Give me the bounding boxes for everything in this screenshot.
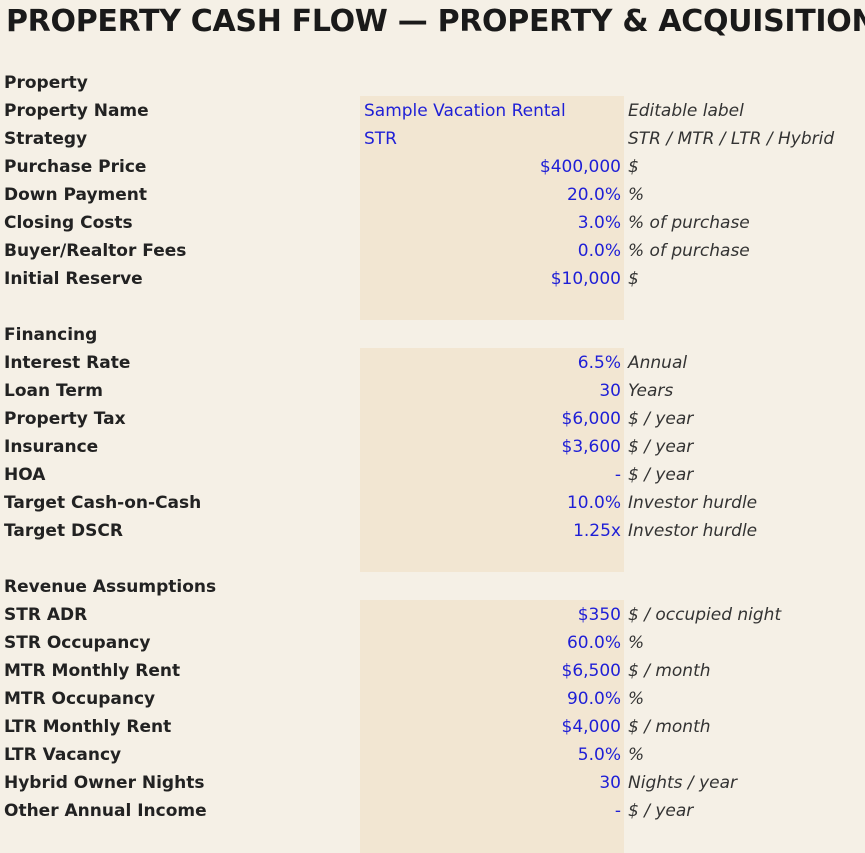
property-input-band [360,96,624,320]
row-label: Strategy [4,129,88,149]
target-cash-on-cash-input[interactable]: 10.0% [566,493,621,513]
row-note: $ / year [628,801,694,821]
row-note: Editable label [628,101,744,121]
row-note: % [628,185,645,205]
section-header-revenue: Revenue Assumptions [0,573,865,601]
buyer-realtor-fees-input[interactable]: 0.0% [577,241,621,261]
revenue-input-band [360,600,624,853]
row-label: LTR Monthly Rent [4,717,172,737]
row-label: Target DSCR [4,521,123,541]
row-target-dscr: Target DSCR 1.25x Investor hurdle [0,517,865,545]
row-other-annual-income: Other Annual Income - $ / year [0,797,865,825]
row-label: Property Tax [4,409,126,429]
row-label: Loan Term [4,381,103,401]
financing-input-band [360,348,624,572]
row-note: $ / month [628,661,711,681]
purchase-price-input[interactable]: $400,000 [539,157,621,177]
row-note: Annual [628,353,688,373]
ltr-monthly-rent-input[interactable]: $4,000 [561,717,621,737]
insurance-input[interactable]: $3,600 [561,437,621,457]
row-closing-costs: Closing Costs 3.0% % of purchase [0,209,865,237]
row-note: % [628,745,645,765]
row-label: Closing Costs [4,213,133,233]
row-mtr-monthly-rent: MTR Monthly Rent $6,500 $ / month [0,657,865,685]
row-str-adr: STR ADR $350 $ / occupied night [0,601,865,629]
row-down-payment: Down Payment 20.0% % [0,181,865,209]
row-label: Down Payment [4,185,148,205]
row-label: Insurance [4,437,99,457]
row-note: Years [628,381,674,401]
row-loan-term: Loan Term 30 Years [0,377,865,405]
row-note: $ / year [628,465,694,485]
row-note: $ / occupied night [628,605,782,625]
property-name-input[interactable]: Sample Vacation Rental [364,101,566,121]
row-target-cash-on-cash: Target Cash-on-Cash 10.0% Investor hurdl… [0,489,865,517]
ltr-vacancy-input[interactable]: 5.0% [577,745,621,765]
row-note: $ / year [628,409,694,429]
row-note: % [628,689,645,709]
row-note: Investor hurdle [628,493,758,513]
row-label: STR ADR [4,605,88,625]
hoa-input[interactable]: - [614,465,621,485]
strategy-input[interactable]: STR [364,129,397,149]
row-insurance: Insurance $3,600 $ / year [0,433,865,461]
row-ltr-vacancy: LTR Vacancy 5.0% % [0,741,865,769]
row-label: Interest Rate [4,353,131,373]
other-annual-income-input[interactable]: - [614,801,621,821]
row-label: Initial Reserve [4,269,143,289]
row-ltr-monthly-rent: LTR Monthly Rent $4,000 $ / month [0,713,865,741]
section-title: Financing [4,325,98,345]
row-mtr-occupancy: MTR Occupancy 90.0% % [0,685,865,713]
row-interest-rate: Interest Rate 6.5% Annual [0,349,865,377]
target-dscr-input[interactable]: 1.25x [573,521,621,541]
row-note: STR / MTR / LTR / Hybrid [628,129,835,149]
row-label: Buyer/Realtor Fees [4,241,187,261]
closing-costs-input[interactable]: 3.0% [577,213,621,233]
row-buyer-realtor-fees: Buyer/Realtor Fees 0.0% % of purchase [0,237,865,265]
row-note: % of purchase [628,213,750,233]
row-hybrid-owner-nights: Hybrid Owner Nights 30 Nights / year [0,769,865,797]
row-label: HOA [4,465,46,485]
section-header-property: Property [0,69,865,97]
row-note: $ / year [628,437,694,457]
hybrid-owner-nights-input[interactable]: 30 [599,773,621,793]
row-label: Other Annual Income [4,801,207,821]
sheet-title: PROPERTY CASH FLOW — PROPERTY & ACQUISIT… [6,4,865,39]
mtr-occupancy-input[interactable]: 90.0% [566,689,621,709]
down-payment-input[interactable]: 20.0% [566,185,621,205]
row-label: Hybrid Owner Nights [4,773,205,793]
row-note: Nights / year [628,773,737,793]
initial-reserve-input[interactable]: $10,000 [550,269,621,289]
row-label: LTR Vacancy [4,745,122,765]
str-adr-input[interactable]: $350 [577,605,621,625]
row-label: Purchase Price [4,157,147,177]
section-title: Property [4,73,88,93]
row-label: Property Name [4,101,149,121]
row-initial-reserve: Initial Reserve $10,000 $ [0,265,865,293]
mtr-monthly-rent-input[interactable]: $6,500 [561,661,621,681]
row-note: $ [628,157,639,177]
row-note: % [628,633,645,653]
row-label: STR Occupancy [4,633,151,653]
row-property-tax: Property Tax $6,000 $ / year [0,405,865,433]
row-label: Target Cash-on-Cash [4,493,202,513]
row-str-occupancy: STR Occupancy 60.0% % [0,629,865,657]
loan-term-input[interactable]: 30 [599,381,621,401]
row-purchase-price: Purchase Price $400,000 $ [0,153,865,181]
row-label: MTR Monthly Rent [4,661,181,681]
row-hoa: HOA - $ / year [0,461,865,489]
row-note: $ / month [628,717,711,737]
property-tax-input[interactable]: $6,000 [561,409,621,429]
row-strategy: Strategy STR STR / MTR / LTR / Hybrid [0,125,865,153]
section-header-financing: Financing [0,321,865,349]
row-property-name: Property Name Sample Vacation Rental Edi… [0,97,865,125]
row-label: MTR Occupancy [4,689,156,709]
row-note: $ [628,269,639,289]
row-note: % of purchase [628,241,750,261]
section-title: Revenue Assumptions [4,577,217,597]
interest-rate-input[interactable]: 6.5% [577,353,621,373]
row-note: Investor hurdle [628,521,758,541]
str-occupancy-input[interactable]: 60.0% [566,633,621,653]
